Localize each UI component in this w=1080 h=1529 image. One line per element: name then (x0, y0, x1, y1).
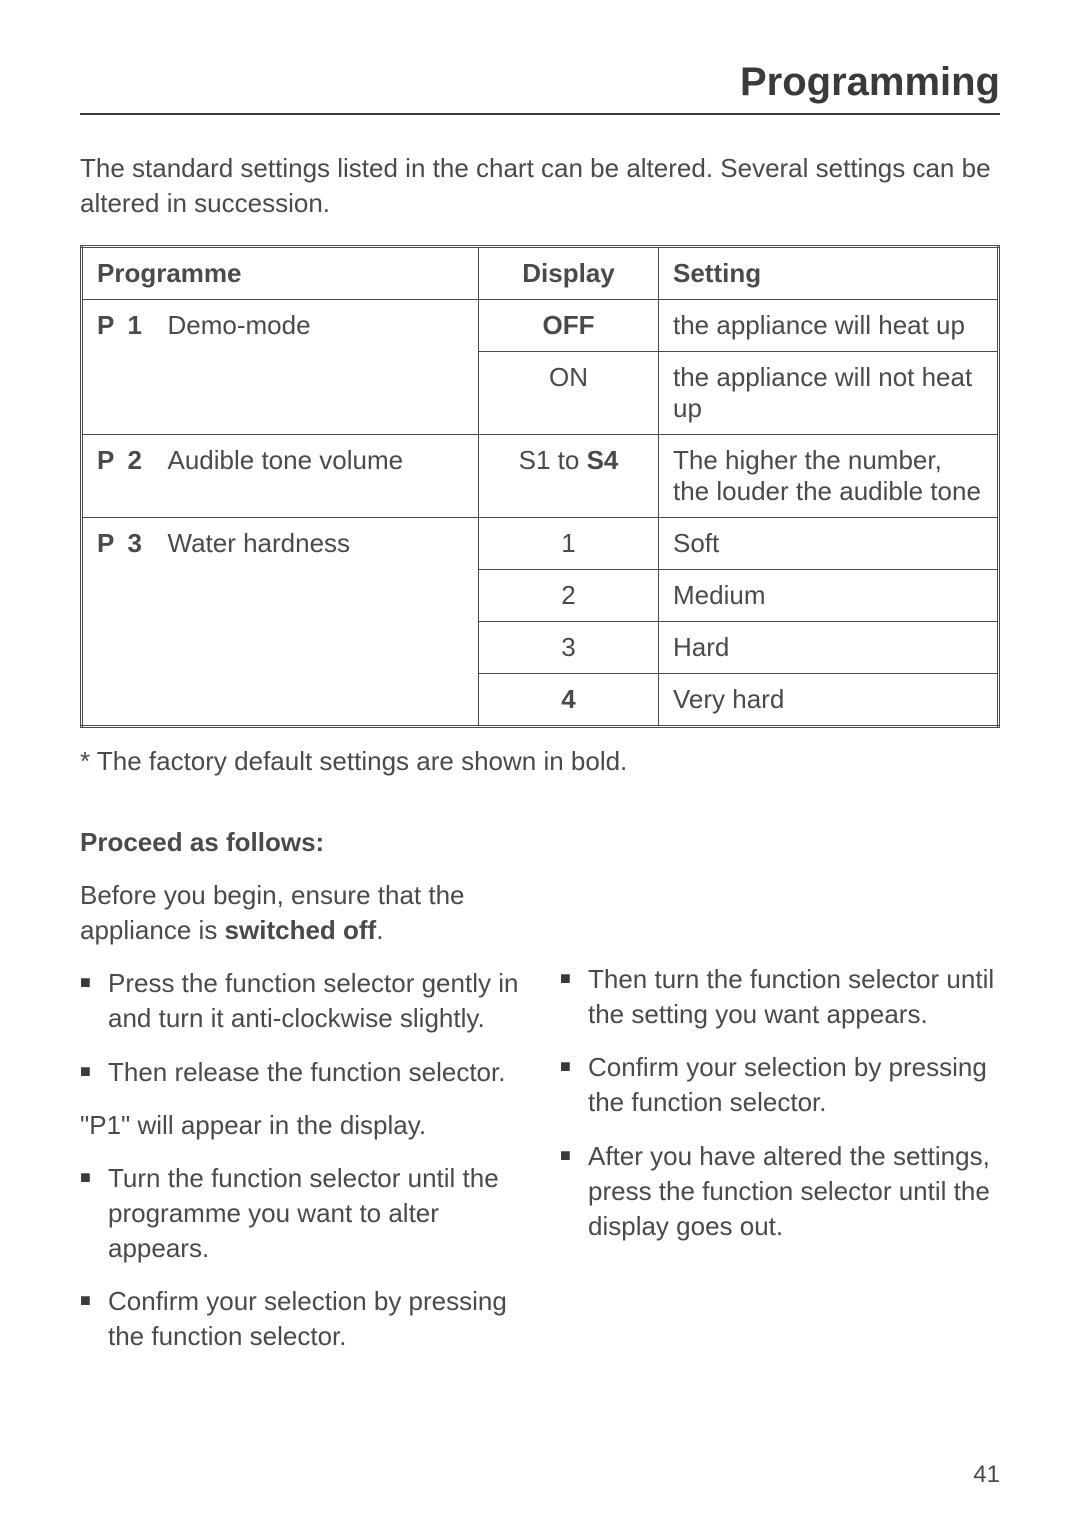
table-row: P 3 Water hardness 1 Soft (82, 518, 999, 570)
display-cell: 1 (479, 518, 659, 570)
list-item: After you have altered the settings, pre… (560, 1139, 1000, 1244)
list-item: Then turn the function selector until th… (560, 962, 1000, 1032)
setting-cell: Medium (659, 570, 999, 622)
display-cell: S1 to S4 (479, 435, 659, 518)
right-column: Then turn the function selector until th… (560, 878, 1000, 1372)
title-rule (80, 113, 1000, 115)
preamble-suffix: . (376, 915, 383, 945)
page-number: 41 (973, 1461, 1000, 1489)
setting-cell: the appliance will not heat up (659, 352, 999, 435)
column-spacer (560, 878, 1000, 962)
prog-num: 1 (122, 300, 162, 435)
prog-name: Water hardness (162, 518, 479, 727)
prog-code: P (82, 518, 122, 727)
prog-name: Audible tone volume (162, 435, 479, 518)
page-container: Programming The standard settings listed… (0, 0, 1080, 1529)
setting-cell: Very hard (659, 674, 999, 727)
steps-list-3: Then turn the function selector until th… (560, 962, 1000, 1244)
prog-name: Demo-mode (162, 300, 479, 435)
footnote: * The factory default settings are shown… (80, 746, 1000, 777)
setting-cell: the appliance will heat up (659, 300, 999, 352)
table-header-row: Programme Display Setting (82, 247, 999, 300)
list-item: Turn the function selector until the pro… (80, 1161, 520, 1266)
display-cell: OFF (479, 300, 659, 352)
setting-cell: Soft (659, 518, 999, 570)
instruction-columns: Before you begin, ensure that the applia… (80, 878, 1000, 1372)
list-item: Then release the function selector. (80, 1055, 520, 1090)
header-setting: Setting (659, 247, 999, 300)
header-programme: Programme (82, 247, 479, 300)
mid-text: "P1" will appear in the display. (80, 1108, 520, 1143)
table-row: P 2 Audible tone volume S1 to S4 The hig… (82, 435, 999, 518)
display-cell: 3 (479, 622, 659, 674)
setting-cell: The higher the number, the louder the au… (659, 435, 999, 518)
left-column: Before you begin, ensure that the applia… (80, 878, 520, 1372)
steps-list-2: Turn the function selector until the pro… (80, 1161, 520, 1354)
header-display: Display (479, 247, 659, 300)
prog-num: 3 (122, 518, 162, 727)
display-bold-part: S4 (587, 445, 619, 475)
table-row: P 1 Demo-mode OFF the appliance will hea… (82, 300, 999, 352)
display-cell: ON (479, 352, 659, 435)
list-item: Press the function selector gently in an… (80, 966, 520, 1036)
display-cell: 2 (479, 570, 659, 622)
steps-list-1: Press the function selector gently in an… (80, 966, 520, 1089)
list-item: Confirm your selection by pressing the f… (80, 1284, 520, 1354)
list-item: Confirm your selection by pressing the f… (560, 1050, 1000, 1120)
preamble-bold: switched off (225, 915, 377, 945)
setting-cell: Hard (659, 622, 999, 674)
intro-text: The standard settings listed in the char… (80, 151, 1000, 221)
proceed-heading: Proceed as follows: (80, 827, 1000, 858)
settings-table: Programme Display Setting P 1 Demo-mode … (80, 245, 1000, 728)
display-prefix: S1 to (519, 445, 587, 475)
page-title: Programming (80, 60, 1000, 105)
display-cell: 4 (479, 674, 659, 727)
preamble: Before you begin, ensure that the applia… (80, 878, 520, 948)
prog-code: P (82, 300, 122, 435)
prog-num: 2 (122, 435, 162, 518)
prog-code: P (82, 435, 122, 518)
